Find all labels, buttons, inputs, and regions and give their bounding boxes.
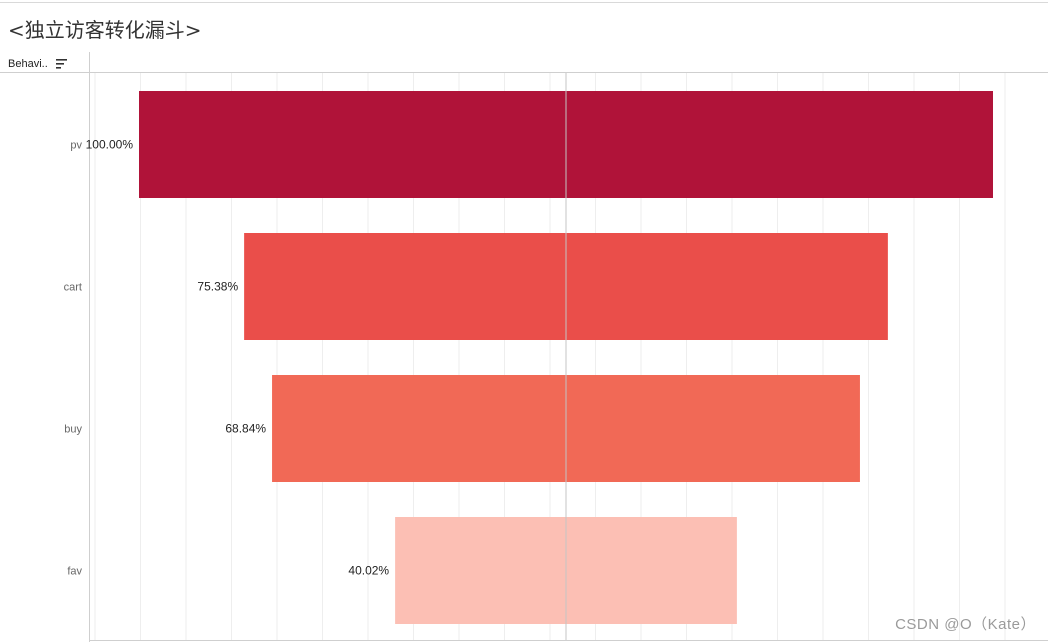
bottom-axis-line: [89, 640, 1048, 641]
header-divider: [0, 72, 1048, 73]
data-label-pv: 100.00%: [86, 138, 134, 152]
category-label-buy: buy: [64, 424, 82, 436]
data-label-buy: 68.84%: [225, 422, 266, 436]
category-label-cart: cart: [64, 282, 82, 294]
data-label-fav: 40.02%: [348, 564, 389, 578]
row-header-label[interactable]: Behavi..: [8, 58, 48, 70]
category-label-fav: fav: [67, 566, 82, 578]
top-divider: [0, 2, 1048, 3]
category-label-pv: pv: [70, 140, 82, 152]
sort-icon[interactable]: [56, 59, 67, 69]
watermark: CSDN @O（Kate）: [895, 616, 1036, 633]
row-header-divider: [89, 52, 90, 642]
chart-title: <独立访客转化漏斗>: [8, 18, 202, 42]
data-label-cart: 75.38%: [197, 280, 238, 294]
